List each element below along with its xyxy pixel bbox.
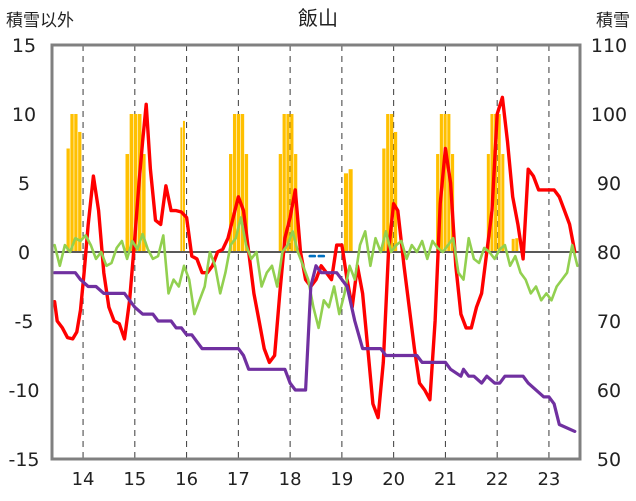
left-tick-label: 5: [18, 173, 30, 195]
snow-bar: [133, 114, 138, 252]
snow-bar: [443, 114, 447, 252]
series-line-2: [52, 264, 577, 433]
snow-bar: [494, 114, 498, 252]
snow-bar: [436, 154, 440, 252]
snow-bar: [282, 114, 286, 252]
snow-bar: [180, 127, 183, 252]
snow-bar: [393, 131, 398, 252]
series-layer: [52, 95, 579, 433]
x-tick-label: 22: [486, 469, 509, 490]
snow-bar: [78, 131, 82, 252]
x-tick-label: 19: [330, 469, 353, 490]
snow-bar: [182, 120, 185, 253]
left-tick-label: -15: [8, 449, 39, 471]
x-tick-label: 14: [72, 469, 95, 490]
snow-bar: [501, 154, 505, 252]
left-axis-label: 積雪以外: [6, 11, 74, 31]
x-tick-label: 17: [227, 469, 250, 490]
snow-bar: [129, 114, 134, 252]
right-tick-label: 50: [597, 449, 621, 471]
snow-bar: [348, 169, 353, 252]
snow-bar: [290, 114, 294, 252]
x-tick-label: 15: [123, 469, 146, 490]
snow-bar: [232, 114, 237, 252]
right-tick-label: 90: [597, 173, 621, 195]
left-tick-label: 15: [12, 35, 36, 57]
snow-bar: [278, 154, 282, 252]
snow-bar: [486, 154, 490, 252]
snow-bar: [74, 114, 78, 252]
snow-bar: [244, 154, 249, 252]
right-tick-label: 60: [597, 380, 621, 402]
right-tick-label: 80: [597, 242, 621, 264]
snow-bar: [125, 154, 130, 252]
snow-bar: [343, 173, 349, 252]
left-tick-label: 0: [18, 242, 30, 264]
snow-bar: [66, 148, 70, 252]
right-axis-label: 積雪: [596, 11, 630, 31]
snow-bar: [236, 114, 241, 252]
left-tick-label: 10: [12, 104, 36, 126]
x-tick-label: 18: [279, 469, 302, 490]
snow-bar: [511, 238, 515, 252]
snow-bar: [447, 114, 451, 252]
snow-bar: [240, 114, 245, 252]
snow-bar: [382, 148, 386, 252]
snow-bar: [390, 114, 394, 252]
series-line-1: [53, 216, 579, 330]
x-tick-label: 20: [382, 469, 405, 490]
right-tick-label: 70: [597, 311, 621, 333]
x-tick-label: 23: [537, 469, 560, 490]
snow-bar: [497, 114, 501, 252]
right-tick-label: 110: [591, 35, 627, 57]
snow-bar: [70, 114, 74, 252]
x-tick-label: 16: [175, 469, 198, 490]
plot-frame: [50, 43, 582, 461]
x-tick-label: 21: [434, 469, 457, 490]
snow-bar: [286, 114, 290, 252]
snow-bar: [142, 154, 146, 252]
snow-bar: [229, 154, 233, 252]
snow-bar: [515, 238, 519, 252]
snow-bar: [386, 114, 390, 252]
left-tick-label: -10: [8, 380, 39, 402]
left-tick-label: -5: [15, 311, 34, 333]
right-tick-label: 100: [591, 104, 627, 126]
chart-title: 飯山: [298, 6, 338, 30]
